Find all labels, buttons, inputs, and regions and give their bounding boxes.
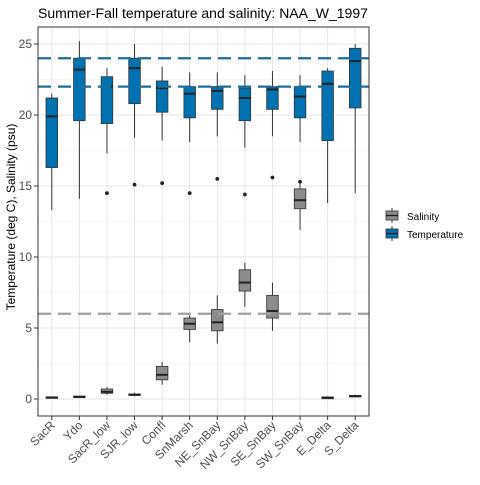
legend-label: Salinity: [407, 212, 439, 223]
box-salinity-nw-snbay: [238, 262, 252, 307]
box-salinity-snmarsh: [183, 315, 196, 343]
box-body: [211, 86, 224, 110]
box-body: [45, 97, 58, 168]
outlier-point: [298, 179, 302, 184]
box-body: [293, 188, 307, 210]
y-tick-label: 0: [25, 392, 32, 406]
box-salinity-confl: [155, 362, 169, 385]
box-temperature-e-delta: [321, 68, 334, 204]
box-body: [321, 70, 334, 141]
box-temperature-sjr-low: [128, 44, 141, 187]
outlier-point: [215, 177, 220, 181]
plot-border: [37, 26, 370, 417]
box-salinity-ne-snbay: [211, 295, 224, 344]
box-temperature-confl: [155, 66, 169, 186]
box-salinity-se-snbay: [266, 282, 279, 331]
legend-item-temperature: Temperature: [385, 226, 464, 241]
chart-title: Summer-Fall temperature and salinity: NA…: [38, 5, 368, 21]
box-body: [100, 76, 114, 124]
y-tick-label: 20: [19, 108, 33, 122]
box-body: [238, 269, 252, 292]
box-body: [293, 86, 307, 119]
legend: Salinity Temperature: [385, 208, 464, 241]
y-tick-label: 10: [19, 250, 33, 264]
box-body: [266, 86, 279, 110]
box-temperature-se-snbay: [266, 71, 279, 180]
y-axis-label: Temperature (deg C), Salinity (psu): [4, 124, 18, 311]
box-body: [238, 87, 252, 122]
x-tick-label: SacR: [27, 418, 58, 449]
legend-item-salinity: Salinity: [385, 208, 439, 223]
box-salinity-sacr: [45, 396, 58, 399]
outlier-point: [160, 181, 165, 186]
outlier-point: [187, 191, 192, 196]
box-body: [183, 86, 196, 119]
box-body: [128, 57, 141, 105]
box-salinity-sjr-low: [128, 392, 141, 397]
box-body: [349, 47, 362, 109]
legend-label: Temperature: [407, 230, 464, 241]
box-salinity-ydo: [73, 395, 86, 399]
box-temperature-s-delta: [349, 44, 362, 194]
box-body: [266, 294, 279, 319]
box-salinity-sacr-low: [100, 386, 114, 395]
box-salinity-s-delta: [349, 394, 362, 398]
box-body: [73, 57, 86, 122]
outlier-point: [270, 175, 275, 180]
box-temperature-ne-snbay: [211, 72, 224, 181]
outlier-point: [132, 182, 137, 187]
y-tick-label: 25: [19, 37, 33, 51]
outlier-point: [105, 191, 109, 196]
outlier-point: [242, 192, 247, 197]
box-body: [155, 80, 169, 113]
box-temperature-sacr: [45, 93, 58, 211]
box-body: [155, 365, 169, 381]
box-body: [211, 309, 224, 332]
y-tick-label: 5: [25, 321, 32, 335]
y-tick-label: 15: [19, 179, 33, 193]
box-salinity-e-delta: [321, 396, 334, 400]
